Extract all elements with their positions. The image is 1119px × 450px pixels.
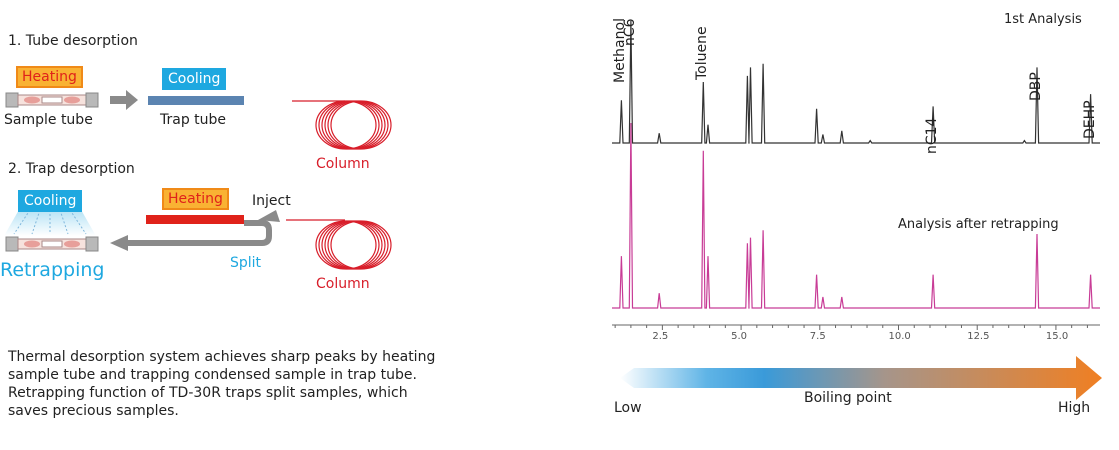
series-line bbox=[612, 20, 1100, 144]
step1-title: 1. Tube desorption bbox=[8, 33, 138, 49]
cooling-label-2: Cooling bbox=[18, 190, 83, 212]
column-coil-1 bbox=[292, 100, 392, 150]
series1-label: 1st Analysis bbox=[1004, 12, 1082, 27]
series2-label: Analysis after retrapping bbox=[898, 217, 1059, 232]
axis-low-label: Low bbox=[614, 400, 642, 416]
column-coil-2 bbox=[286, 219, 392, 270]
sample-tube-1 bbox=[5, 92, 99, 108]
boiling-point-arrow bbox=[620, 356, 1102, 400]
cooling-label-1: Cooling bbox=[162, 68, 227, 90]
peak-label: Toluene bbox=[694, 26, 711, 80]
trap-tube bbox=[148, 96, 244, 105]
peak-label: nC14 bbox=[924, 118, 941, 155]
axis-title: Boiling point bbox=[804, 390, 892, 406]
split-label: Split bbox=[230, 255, 262, 271]
description-line: sample tube and trapping condensed sampl… bbox=[8, 367, 417, 383]
transfer-arrow bbox=[110, 90, 138, 110]
description-line: Thermal desorption system achieves sharp… bbox=[8, 349, 436, 365]
peak-label: DBP bbox=[1028, 72, 1045, 101]
cooling-mist bbox=[4, 208, 96, 236]
heated-trap-tube bbox=[146, 215, 244, 224]
heating-label-1: Heating bbox=[16, 66, 83, 88]
axis-high-label: High bbox=[1058, 400, 1091, 416]
sample-tube-label: Sample tube bbox=[4, 112, 93, 128]
inject-label: Inject bbox=[252, 193, 291, 209]
x-tick-label: 7.5 bbox=[809, 331, 826, 342]
x-tick-label: 5.0 bbox=[731, 331, 747, 342]
x-tick-label: 2.5 bbox=[652, 331, 669, 342]
heating-label-2: Heating bbox=[162, 188, 229, 210]
x-tick-label: 10.0 bbox=[888, 331, 911, 342]
peak-label: nC6 bbox=[621, 18, 638, 46]
sample-tube-2 bbox=[5, 236, 99, 252]
description-line: saves precious samples. bbox=[8, 403, 179, 419]
column-label-2: Column bbox=[316, 276, 370, 292]
step2-title: 2. Trap desorption bbox=[8, 161, 135, 177]
retrapping-label: Retrapping bbox=[0, 259, 105, 281]
description-line: Retrapping function of TD-30R traps spli… bbox=[8, 385, 408, 401]
description: Thermal desorption system achieves sharp… bbox=[8, 348, 435, 420]
chromatogram bbox=[612, 20, 1100, 330]
x-tick-label: 12.5 bbox=[967, 331, 990, 342]
x-tick-label: 15.0 bbox=[1045, 331, 1069, 342]
split-arrow bbox=[110, 210, 280, 251]
trap-tube-label: Trap tube bbox=[160, 112, 227, 128]
column-label-1: Column bbox=[316, 156, 370, 172]
peak-label: DEHP bbox=[1081, 100, 1098, 139]
series-line bbox=[612, 122, 1100, 309]
